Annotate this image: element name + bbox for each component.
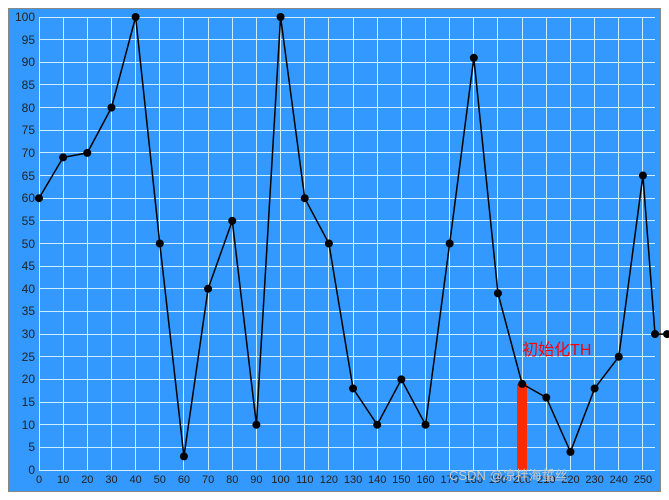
data-point — [277, 13, 285, 21]
line-series — [9, 9, 662, 493]
watermark: CSDN @凉拌海蜇丝 — [449, 465, 568, 484]
data-point — [204, 285, 212, 293]
data-point — [542, 394, 550, 402]
data-point — [252, 421, 260, 429]
data-point — [180, 452, 188, 460]
data-point — [349, 384, 357, 392]
data-point — [228, 217, 236, 225]
data-point — [156, 240, 164, 248]
line-chart: 0510152025303540455055606570758085909510… — [8, 8, 661, 492]
data-point — [59, 153, 67, 161]
data-point — [325, 240, 333, 248]
data-point — [639, 172, 647, 180]
data-point — [651, 330, 659, 338]
data-point — [397, 375, 405, 383]
data-point — [373, 421, 381, 429]
data-point — [591, 384, 599, 392]
data-point — [446, 240, 454, 248]
data-point — [107, 104, 115, 112]
data-point — [566, 448, 574, 456]
data-point — [615, 353, 623, 361]
data-point — [35, 194, 43, 202]
data-point — [83, 149, 91, 157]
data-point — [663, 330, 669, 338]
data-point — [518, 380, 526, 388]
data-point — [422, 421, 430, 429]
data-point — [494, 289, 502, 297]
threshold-annotation: 初始化TH — [522, 336, 591, 360]
data-point — [301, 194, 309, 202]
data-point — [132, 13, 140, 21]
data-point — [470, 54, 478, 62]
